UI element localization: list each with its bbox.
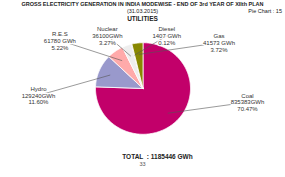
html-text:UTILITIES: UTILITIES xyxy=(127,15,158,22)
svg-text:R.E.S61780 GWh5.22%: R.E.S61780 GWh5.22% xyxy=(44,31,76,51)
svg-text:Nuclear36100GWh3.27%: Nuclear36100GWh3.27% xyxy=(92,26,122,46)
svg-text:Diesel1407 GWh0.12%: Diesel1407 GWh0.12% xyxy=(152,26,181,46)
html-text:Pie Chart : 15: Pie Chart : 15 xyxy=(248,8,282,14)
html-text:TOTAL : 1185446 GWh: TOTAL : 1185446 GWh xyxy=(122,153,193,160)
html-text:33: 33 xyxy=(139,161,146,167)
svg-text:Coal835383GWh70.47%: Coal835383GWh70.47% xyxy=(231,93,265,113)
svg-text:Gas41573 GWh3.72%: Gas41573 GWh3.72% xyxy=(203,33,235,53)
html-text:(31.03.2015): (31.03.2015) xyxy=(126,8,159,14)
html-text:GROSS ELECTRICITY GENERATION I: GROSS ELECTRICITY GENERATION IN INDIA MO… xyxy=(21,1,264,7)
svg-text:Hydro129240GWh11.60%: Hydro129240GWh11.60% xyxy=(22,86,56,106)
